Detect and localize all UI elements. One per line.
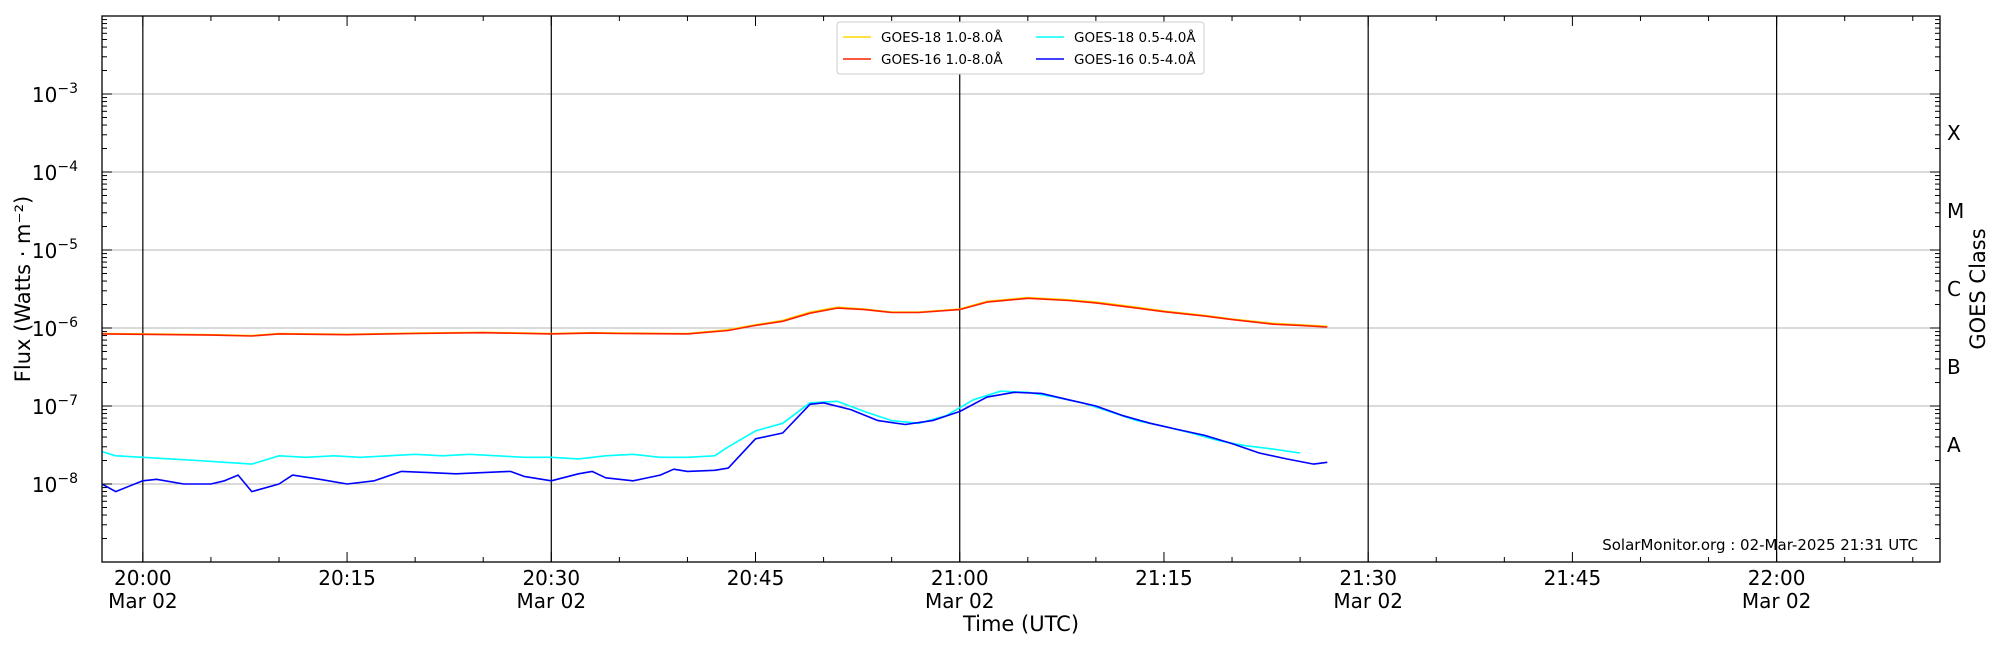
series-line [101,296,1328,337]
y-tick-base: 10 [32,317,57,341]
goes-class-label: A [1947,433,1961,457]
legend-label: GOES-16 1.0-8.0Å [881,51,1003,68]
y-tick-base: 10 [32,239,57,263]
series-line [101,390,1301,465]
legend-label: GOES-16 0.5-4.0Å [1074,51,1196,68]
goes-class-label: X [1947,121,1961,145]
x-axis-title: Time (UTC) [962,612,1079,636]
y-tick-label: 10−3 [32,81,78,107]
right-axis-title: GOES Class [1966,228,1990,349]
y-tick-exponent: −8 [57,471,78,487]
credit-text: SolarMonitor.org : 02-Mar-2025 21:31 UTC [1602,536,1918,554]
goes-class-label: B [1947,355,1961,379]
x-tick-label: 20:00 [114,566,172,590]
x-tick-label: 20:30 [522,566,580,590]
y-tick-exponent: −5 [57,237,78,253]
x-tick-date-label: Mar 02 [1333,589,1403,613]
series-line [101,297,1328,337]
y-tick-base: 10 [32,473,57,497]
y-tick-label: 10−4 [32,159,78,185]
x-tick-label: 20:45 [727,566,785,590]
series-layer [101,296,1328,493]
x-tick-label: 21:30 [1339,566,1397,590]
x-tick-label: 21:15 [1135,566,1193,590]
legend: GOES-18 1.0-8.0Å GOES-18 0.5-4.0Å GOES-16 … [836,21,1205,75]
grid-layer [102,93,1940,485]
y-tick-label: 10−8 [32,471,78,497]
y-tick-exponent: −7 [57,393,78,409]
goes-class-label: C [1947,277,1961,301]
x-tick-date-label: Mar 02 [108,589,178,613]
x-tick-label: 20:15 [318,566,376,590]
plot-frame [101,15,1941,563]
legend-label: GOES-18 0.5-4.0Å [1074,29,1196,46]
y-tick-exponent: −4 [57,159,78,175]
x-tick-label: 22:00 [1748,566,1806,590]
y-tick-exponent: −3 [57,81,78,97]
x-tick-label: 21:00 [931,566,989,590]
goes-class-label: M [1947,199,1964,223]
y-tick-exponent: −6 [57,315,78,331]
legend-box [836,21,1205,75]
x-tick-label: 21:45 [1544,566,1602,590]
x-tick-date-label: Mar 02 [517,589,587,613]
tick-layer [102,16,1940,563]
y-tick-label: 10−5 [32,237,78,263]
y-axis-title: Flux (Watts · m⁻²) [11,196,35,382]
date-marker-lines [142,16,1778,562]
x-tick-date-label: Mar 02 [925,589,995,613]
y-tick-label: 10−7 [32,393,78,419]
y-tick-base: 10 [32,83,57,107]
legend-label: GOES-18 1.0-8.0Å [881,29,1003,46]
x-tick-date-label: Mar 02 [1742,589,1812,613]
series-line [101,391,1328,493]
y-tick-base: 10 [32,395,57,419]
y-tick-base: 10 [32,161,57,185]
y-tick-label: 10−6 [32,315,78,341]
